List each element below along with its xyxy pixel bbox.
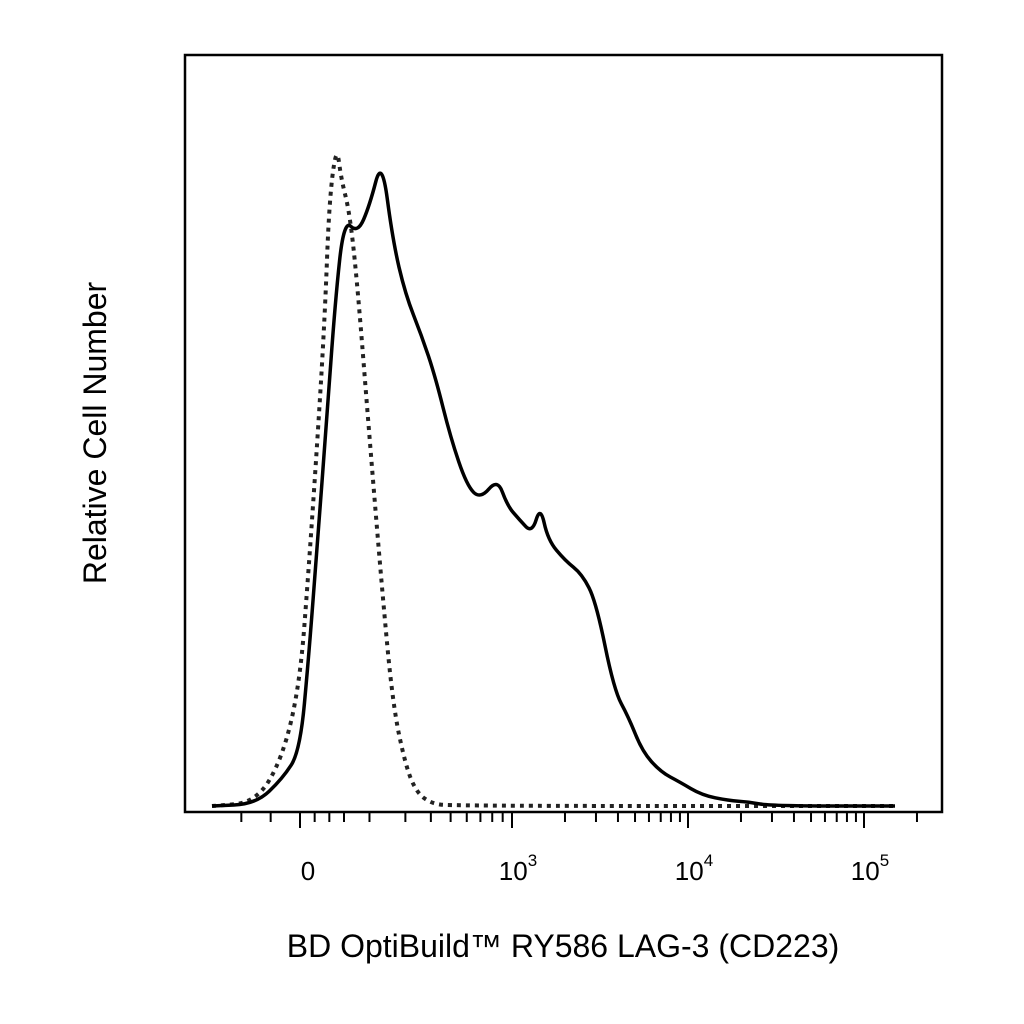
x-tick-label: 0 <box>301 856 315 886</box>
x-axis-title: BD OptiBuild™ RY586 LAG-3 (CD223) <box>287 928 840 964</box>
x-tick-label: 103 <box>499 851 537 886</box>
x-axis-ticks <box>240 812 918 828</box>
x-tick-label: 104 <box>675 851 713 886</box>
x-tick-label: 105 <box>851 851 889 886</box>
control-series-line <box>211 152 895 808</box>
plot-frame <box>183 53 944 814</box>
x-axis-tick-labels: 0 103 104 105 <box>301 851 889 886</box>
stained-series-line <box>211 171 895 808</box>
histogram-series <box>211 152 895 808</box>
y-axis-title: Relative Cell Number <box>77 281 113 584</box>
